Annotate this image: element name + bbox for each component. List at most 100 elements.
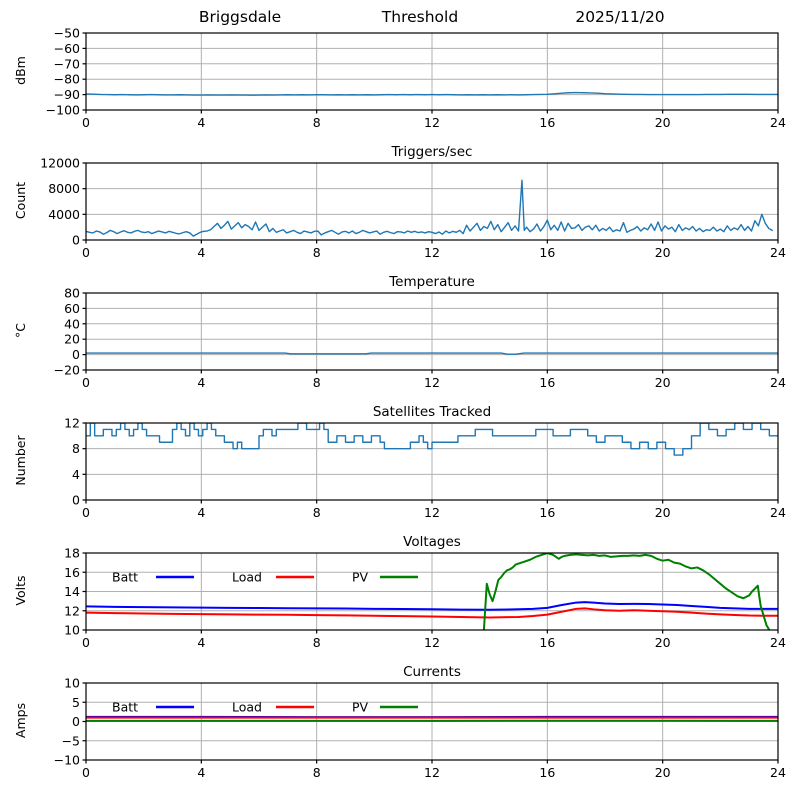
x-tick-label: 16 (539, 375, 555, 390)
legend-label-batt: Batt (112, 570, 138, 585)
x-tick-label: 12 (424, 505, 440, 520)
y-tick-label: 0 (72, 493, 80, 508)
y-tick-label: 12000 (40, 156, 80, 171)
x-tick-label: 8 (313, 375, 321, 390)
x-tick-label: 8 (313, 635, 321, 650)
x-tick-label: 24 (770, 115, 786, 130)
plot-area: 0 4 8 12 16 20 24 −10 −5 0 5 10 Batt Load PV (54, 676, 786, 781)
y-tick-label: 12 (64, 416, 80, 431)
x-tick-label: 4 (197, 245, 205, 260)
y-tick-label: 60 (64, 301, 80, 316)
x-tick-label: 4 (197, 115, 205, 130)
x-tick-label: 4 (197, 375, 205, 390)
panel-title: Voltages (403, 534, 461, 550)
chart-panel-threshold: dBm 0 4 8 12 16 20 24 −100 −90 −80 −70 −60 −50 (0, 14, 800, 140)
panel-title: Satellites Tracked (372, 404, 492, 420)
x-tick-label: 12 (424, 635, 440, 650)
figure-suptitle: Briggsdale Threshold 2025/11/20 (0, 8, 800, 32)
panel-title: Currents (403, 664, 461, 680)
series-line-batt (86, 601, 778, 611)
series-line-load (86, 607, 778, 619)
series-line-threshold (86, 91, 778, 96)
x-tick-label: 4 (197, 765, 205, 780)
series-line-temperature (86, 352, 778, 355)
legend-label-pv: PV (352, 570, 369, 585)
x-tick-label: 20 (655, 115, 671, 130)
chart-panel-triggers-sec: Triggers/sec Count 0 4 8 12 16 20 24 0 4000 8000 120… (0, 144, 800, 270)
x-tick-label: 8 (313, 115, 321, 130)
plot-area: 0 4 8 12 16 20 24 0 4 8 12 (64, 416, 786, 521)
x-tick-label: 0 (82, 375, 90, 390)
y-tick-label: 40 (64, 316, 80, 331)
x-tick-label: 0 (82, 505, 90, 520)
series-line-pv (482, 553, 771, 630)
y-tick-label: 10 (64, 676, 80, 691)
y-tick-label: −70 (54, 56, 80, 71)
chart-panel-satellites-tracked: Satellites Tracked Number 0 4 8 12 16 20 24 0 4 8 12 (0, 404, 800, 530)
y-tick-label: 0 (72, 347, 80, 362)
series-line-satellites (86, 423, 778, 456)
series-line-triggers (86, 179, 773, 237)
legend-label-pv: PV (352, 700, 369, 715)
legend-label-load: Load (232, 700, 262, 715)
suptitle-site: Briggsdale (198, 8, 282, 26)
y-tick-label: 20 (64, 332, 80, 347)
x-tick-label: 24 (770, 245, 786, 260)
y-tick-label: −60 (54, 41, 80, 56)
panel-title: Temperature (389, 274, 475, 290)
suptitle-mode: Threshold (381, 8, 459, 26)
x-tick-label: 24 (770, 635, 786, 650)
x-tick-label: 20 (655, 375, 671, 390)
y-tick-label: 5 (72, 695, 80, 710)
legend-label-load: Load (232, 570, 262, 585)
x-tick-label: 24 (770, 505, 786, 520)
x-tick-label: 0 (82, 115, 90, 130)
y-tick-label: −10 (54, 753, 80, 768)
x-tick-label: 8 (313, 765, 321, 780)
y-tick-label: −50 (54, 26, 80, 41)
x-tick-label: 8 (313, 245, 321, 260)
y-tick-label: −5 (62, 733, 80, 748)
plot-area: 0 4 8 12 16 20 24 0 4000 8000 12000 (40, 156, 786, 261)
x-tick-label: 20 (655, 245, 671, 260)
y-tick-label: 80 (64, 286, 80, 301)
x-tick-label: 16 (539, 505, 555, 520)
x-tick-label: 20 (655, 765, 671, 780)
y-tick-label: 8000 (48, 181, 80, 196)
x-tick-label: 12 (424, 765, 440, 780)
x-tick-label: 16 (539, 765, 555, 780)
x-tick-label: 12 (424, 115, 440, 130)
x-tick-label: 24 (770, 375, 786, 390)
x-tick-label: 16 (539, 635, 555, 650)
x-tick-label: 0 (82, 635, 90, 650)
chart-panel-temperature: Temperature °C 0 4 8 12 16 20 24 −20 0 20 40 60 80 (0, 274, 800, 400)
x-tick-label: 8 (313, 505, 321, 520)
y-tick-label: 12 (64, 603, 80, 618)
y-tick-label: 8 (72, 441, 80, 456)
y-tick-label: 18 (64, 546, 80, 561)
x-tick-label: 16 (539, 115, 555, 130)
x-tick-label: 0 (82, 765, 90, 780)
legend-label-batt: Batt (112, 700, 138, 715)
y-tick-label: 4000 (48, 207, 80, 222)
chart-panel-currents: Currents Amps 0 4 8 12 16 20 24 −10 −5 0 5 10 Batt Load… (0, 664, 800, 790)
x-tick-label: 24 (770, 765, 786, 780)
x-tick-label: 12 (424, 245, 440, 260)
y-tick-label: 0 (72, 714, 80, 729)
y-tick-label: 10 (64, 623, 80, 638)
y-tick-label: 4 (72, 467, 80, 482)
y-tick-label: −20 (54, 363, 80, 378)
suptitle-date: 2025/11/20 (575, 8, 665, 26)
y-tick-label: −80 (54, 72, 80, 87)
plot-area: 0 4 8 12 16 20 24 −100−90−80−70−60−50 (46, 26, 786, 131)
x-tick-label: 4 (197, 635, 205, 650)
x-tick-label: 16 (539, 245, 555, 260)
chart-panel-voltages: Voltages Volts 0 4 8 12 16 20 24 10 12 14 16 18 Batt Lo… (0, 534, 800, 660)
y-tick-label: −90 (54, 87, 80, 102)
x-tick-label: 0 (82, 245, 90, 260)
panel-title: Triggers/sec (391, 144, 473, 160)
x-tick-label: 20 (655, 505, 671, 520)
x-tick-label: 4 (197, 505, 205, 520)
